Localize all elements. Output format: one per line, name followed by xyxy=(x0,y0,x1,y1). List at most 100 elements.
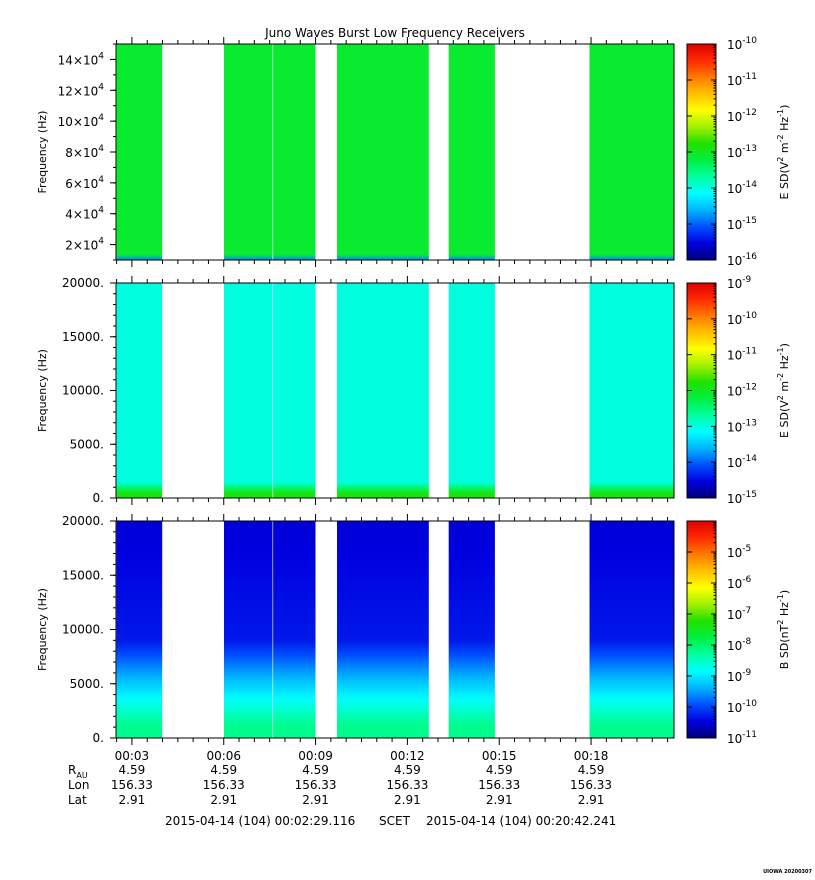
colorbar-label: E SD(V2 m-2 Hz-1) xyxy=(776,105,791,200)
colorbar-tick-label: 10-11 xyxy=(727,730,757,746)
ephemeris-value: 2.91 xyxy=(210,793,237,807)
colorbar-label: E SD(V2 m-2 Hz-1) xyxy=(776,343,791,438)
burst-segment-1 xyxy=(116,521,163,738)
y-axis-label: Frequency (Hz) xyxy=(36,588,49,671)
burst-segment-1 xyxy=(116,283,163,498)
y-tick-label: 2×104 xyxy=(65,237,104,253)
colorbar-tick-label: 10-15 xyxy=(727,490,757,506)
panel-3: Frequency (Hz) 0. 5000. 10000. 15000. 20000. 1… xyxy=(36,514,791,746)
colorbar-tick-label: 10-14 xyxy=(727,180,757,196)
panels: Frequency (Hz) 2×104 4×104 6×104 8×104 10×104… xyxy=(36,36,791,746)
ephemeris-value: 156.33 xyxy=(570,778,612,792)
ephemeris-value: 4.59 xyxy=(119,763,146,777)
y-tick-label: 6×104 xyxy=(65,175,104,191)
colorbar-tick-label: 10-13 xyxy=(727,418,757,434)
burst-segment-3 xyxy=(337,44,429,260)
colorbar-tick-label: 10-13 xyxy=(727,144,757,160)
ephemeris-table: 00:03 00:06 00:09 00:12 00:15 00:18 RAU 4.59 4.5… xyxy=(68,749,612,807)
burst-segment-2 xyxy=(224,44,316,260)
ephemeris-value: 156.33 xyxy=(295,778,337,792)
ephemeris-value: 2.91 xyxy=(486,793,513,807)
time-tick-label: 00:06 xyxy=(206,749,241,763)
end-time: 2015-04-14 (104) 00:20:42.241 xyxy=(426,814,616,828)
ephemeris-value: 2.91 xyxy=(394,793,421,807)
y-tick-label: 10000. xyxy=(62,623,104,637)
ephemeris-value: 156.33 xyxy=(203,778,245,792)
ephemeris-value: 4.59 xyxy=(302,763,329,777)
y-tick-label: 15000. xyxy=(62,330,104,344)
burst-segment-4 xyxy=(448,44,495,260)
ephemeris-value: 2.91 xyxy=(302,793,329,807)
y-tick-label: 0. xyxy=(93,491,104,505)
burst-segment-4 xyxy=(448,283,495,498)
time-tick-label: 00:09 xyxy=(298,749,333,763)
ephemeris-value: 4.59 xyxy=(210,763,237,777)
ephemeris-value: 2.91 xyxy=(578,793,605,807)
colorbar-tick-label: 10-12 xyxy=(727,383,757,399)
y-tick-label: 12×104 xyxy=(58,82,105,98)
colorbar-tick-label: 10-15 xyxy=(727,216,757,232)
colorbar-tick-label: 10-16 xyxy=(727,252,757,268)
chart-title: Juno Waves Burst Low Frequency Receivers xyxy=(264,26,525,40)
ephemeris-value: 4.59 xyxy=(578,763,605,777)
colorbar-tick-label: 10-11 xyxy=(727,347,757,363)
version-stamp: UIOWA 20200307 xyxy=(763,869,812,875)
ephemeris-value: 4.59 xyxy=(394,763,421,777)
ephemeris-row-label: Lon xyxy=(68,778,89,792)
ephemeris-value: 156.33 xyxy=(478,778,520,792)
burst-segment-1 xyxy=(116,44,163,260)
panel-2: Frequency (Hz) 0. 5000. 10000. 15000. 20000. 1… xyxy=(36,275,791,506)
time-tick-label: 00:18 xyxy=(574,749,609,763)
colorbar: 10-11 10-10 10-9 10-8 10-7 10-6 10-5 B SD(nT2 H… xyxy=(686,520,791,746)
colorbar: 10-16 10-15 10-14 10-13 10-12 10-11 10-10 E SD(… xyxy=(686,36,791,268)
colorbar-tick-label: 10-10 xyxy=(727,311,757,327)
y-tick-label: 20000. xyxy=(62,276,104,290)
colorbar-tick-label: 10-14 xyxy=(727,454,757,470)
burst-segment-5 xyxy=(589,44,674,260)
colorbar-tick-label: 10-9 xyxy=(727,275,752,291)
y-tick-label: 10000. xyxy=(62,384,104,398)
colorbar-tick-label: 10-9 xyxy=(727,668,752,684)
y-tick-label: 8×104 xyxy=(65,144,104,160)
colorbar-tick-label: 10-5 xyxy=(727,544,751,560)
burst-segment-2 xyxy=(224,283,316,498)
colorbar-tick-label: 10-10 xyxy=(727,699,757,715)
colorbar-scale xyxy=(686,520,717,739)
burst-segment-2 xyxy=(224,521,316,738)
ephemeris-value: 2.91 xyxy=(119,793,146,807)
burst-segment-3 xyxy=(337,521,429,738)
start-time: 2015-04-14 (104) 00:02:29.116 xyxy=(165,814,355,828)
ephemeris-value: 4.59 xyxy=(486,763,513,777)
ephemeris-row-label: RAU xyxy=(68,763,88,780)
ephemeris-value: 156.33 xyxy=(111,778,153,792)
ephemeris-row-label: Lat xyxy=(68,793,87,807)
burst-segment-4 xyxy=(448,521,495,738)
scet-label: SCET xyxy=(379,814,411,828)
time-tick-label: 00:15 xyxy=(482,749,517,763)
y-tick-label: 15000. xyxy=(62,568,104,582)
colorbar-tick-label: 10-8 xyxy=(727,637,752,653)
y-tick-label: 14×104 xyxy=(58,51,105,67)
ephemeris-value: 156.33 xyxy=(386,778,428,792)
y-axis-label: Frequency (Hz) xyxy=(36,349,49,432)
burst-segment-5 xyxy=(589,283,674,498)
y-axis-label: Frequency (Hz) xyxy=(36,111,49,194)
y-tick-label: 5000. xyxy=(70,677,104,691)
colorbar-tick-label: 10-7 xyxy=(727,606,751,622)
y-tick-label: 5000. xyxy=(70,437,104,451)
y-tick-label: 0. xyxy=(93,731,104,745)
colorbar-tick-label: 10-10 xyxy=(727,36,757,52)
colorbar: 10-15 10-14 10-13 10-12 10-11 10-10 10-9 E SD(V… xyxy=(686,275,791,506)
colorbar-label: B SD(nT2 Hz-1) xyxy=(776,590,791,669)
colorbar-tick-label: 10-11 xyxy=(727,72,757,88)
burst-segment-5 xyxy=(589,521,674,738)
panel-1: Frequency (Hz) 2×104 4×104 6×104 8×104 10×104… xyxy=(36,36,791,268)
time-tick-label: 00:03 xyxy=(115,749,150,763)
colorbar-tick-label: 10-12 xyxy=(727,108,757,124)
colorbar-tick-label: 10-6 xyxy=(727,575,752,591)
y-tick-label: 10×104 xyxy=(58,113,105,129)
y-tick-label: 4×104 xyxy=(65,206,104,222)
burst-segment-3 xyxy=(337,283,429,498)
time-tick-label: 00:12 xyxy=(390,749,425,763)
